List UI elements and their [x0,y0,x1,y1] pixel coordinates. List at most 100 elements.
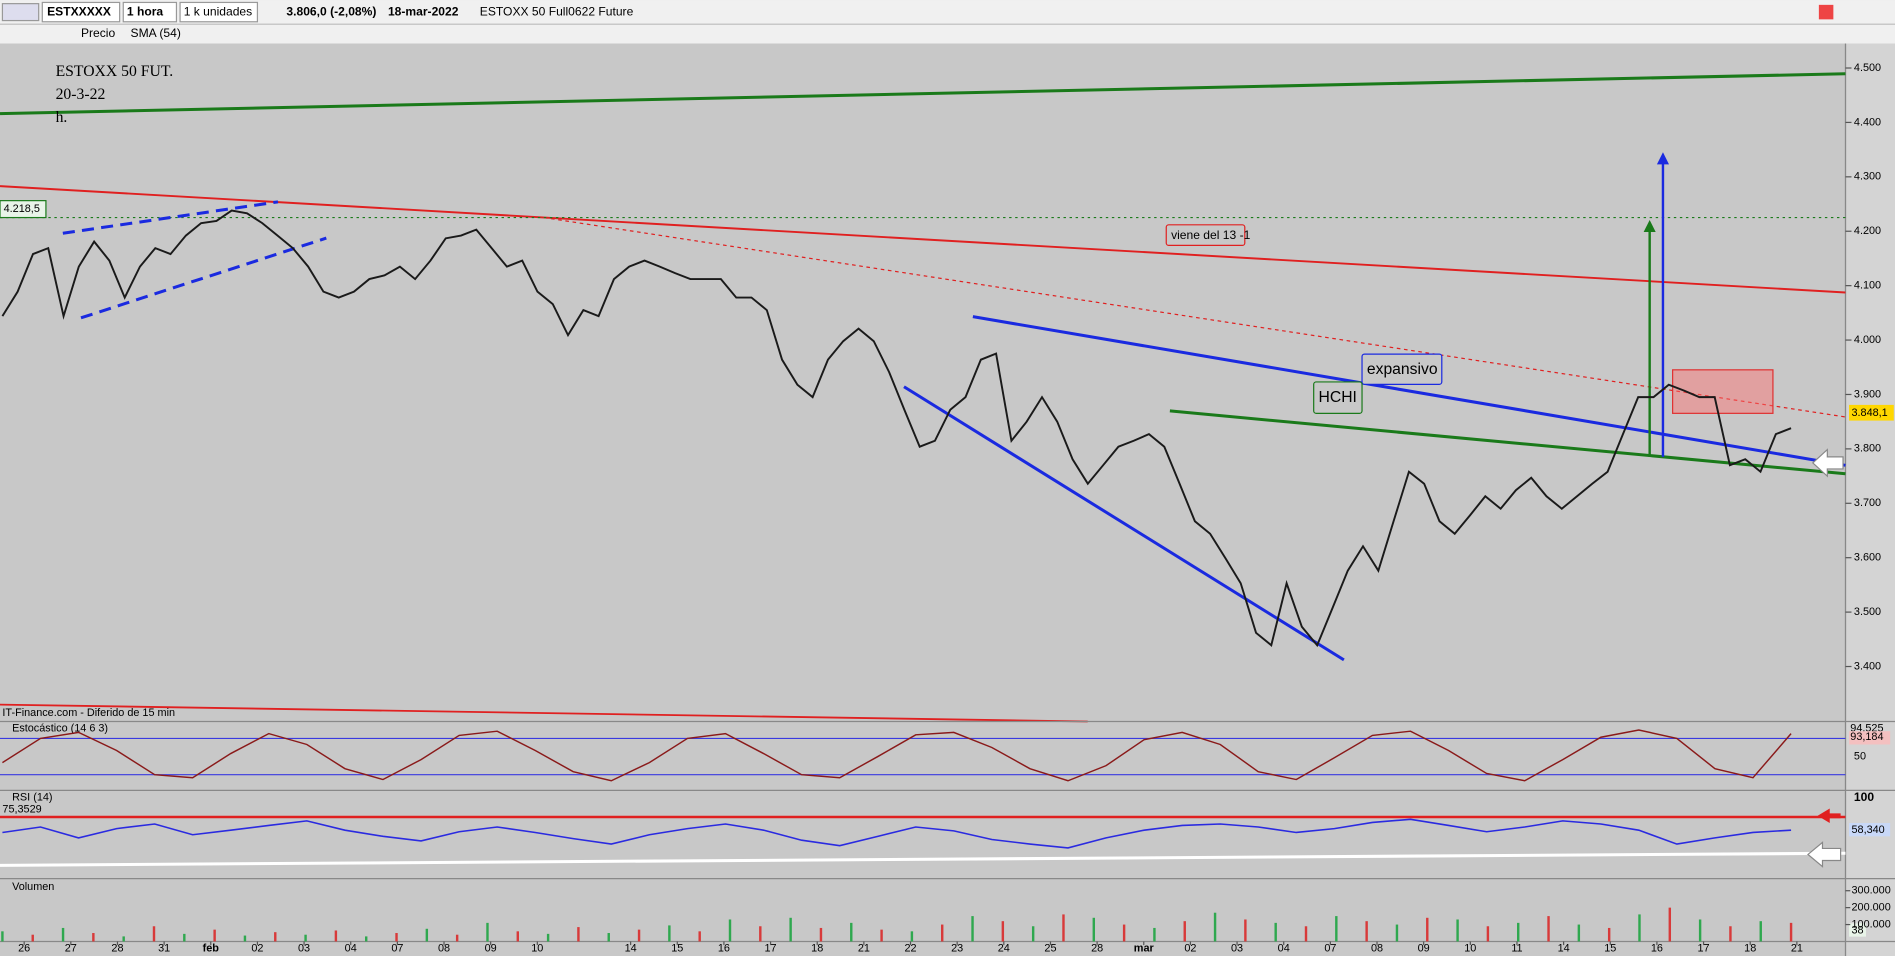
volume-bar [61,927,65,942]
volume-bar [607,933,610,942]
icon-button[interactable] [1,3,40,22]
x-tick-label: 09 [485,943,497,955]
interval-select[interactable] [122,1,178,23]
volume-bar [213,929,216,942]
x-tick-label: 25 [1044,943,1056,955]
volume-bar [1426,917,1429,942]
y-tick-label: 4.200 [1854,225,1881,237]
x-tick-label: 28 [1091,943,1103,955]
volume-bar [1456,919,1459,942]
price-marker-label: 4.218,5 [4,203,40,215]
volume-bar [1183,921,1186,942]
units-select[interactable] [179,1,259,23]
volume-bar [243,935,247,942]
toolbar [0,0,1895,44]
x-tick-label: 26 [18,943,30,955]
wedge-line [903,385,1345,662]
volume-bar [1517,922,1520,942]
volume-bar [698,931,701,942]
volume-bar [1001,921,1005,942]
volume-bar [334,930,338,942]
x-tick-label: 08 [438,943,450,955]
volume-bar [1668,907,1672,942]
y-tick-label: 3.900 [1854,388,1881,400]
volume-bar [274,932,277,942]
arrow-icon [1811,448,1844,478]
volume-bar [1213,912,1217,942]
x-tick-label: 11 [1511,943,1522,955]
volume-bar [1092,917,1096,942]
x-tick-label: mar [1134,943,1155,955]
annotation-box [1313,381,1363,414]
units: 1 k unidades [184,4,253,18]
y-tick-label: 50 [1854,750,1866,762]
wedge-line [972,315,1846,467]
volume-bar [910,931,914,942]
volume-bar [1486,926,1490,942]
indicator-value: 75,3529 [2,804,41,816]
symbol: ESTXXXXX [47,4,111,18]
date: 18-mar-2022 [388,4,459,18]
volume-bar [789,917,792,942]
indicator-value: 58,340 [1851,824,1884,836]
x-tick-label: 15 [1604,943,1616,955]
y-tick-label: 3.600 [1854,552,1881,564]
trend-line [543,216,1846,418]
volume-bar [183,933,186,942]
y-tick-label: 3.500 [1854,606,1881,618]
y-tick-label: 4.500 [1854,62,1881,74]
annotation: viene del 13 -1 [1171,228,1251,242]
channel-line [62,200,279,235]
volume-bar [1274,922,1277,942]
volume-bar [1365,921,1368,942]
x-tick-label: 10 [1464,943,1476,955]
channel-line [80,236,327,320]
panel-label: Estocástico (14 6 3) [12,723,108,735]
volume-bar [304,934,307,942]
x-tick-label: 16 [1651,943,1663,955]
arrow-head [1643,219,1656,233]
last-price: 3.806,0 (-2,08%) [286,4,376,18]
trend-line [0,185,1846,294]
volume-bar [1759,921,1762,942]
legend-sma: SMA (54) [131,26,181,40]
panel-label: Volumen [12,881,54,893]
x-tick-label: 09 [1418,943,1430,955]
volume-bar [1153,927,1156,942]
annotation: expansivo [1367,361,1438,378]
x-tick-label: 14 [1558,943,1570,955]
y-tick-label: 100.000 [1851,918,1890,930]
volume-bar [455,934,459,942]
rsi-line [2,818,1792,849]
annotation-box [1165,224,1246,246]
indicator-value: 93,184 [1850,731,1883,743]
volume-bar [365,936,368,942]
volume-bar [1577,924,1581,942]
volume-bar [486,922,489,942]
volume-bar [122,936,125,942]
x-tick-label: 16 [718,943,730,955]
x-tick-label: 02 [251,943,263,955]
x-tick-label: 03 [298,943,310,955]
volume-bar [92,933,95,942]
volume-bar [971,916,974,942]
stochastic-line [2,729,1792,782]
volume-bar [1698,919,1702,942]
symbol-select[interactable] [41,1,121,23]
x-tick-label: 07 [391,943,403,955]
legend-price: Precio [81,26,116,40]
note: h. [56,109,68,126]
trend-line [0,72,1846,116]
volume-bar [1638,914,1641,942]
volume-bar [1607,927,1611,942]
volume-bar [941,924,944,942]
range-box [1672,369,1774,414]
x-tick-label: 18 [811,943,823,955]
refresh-icon[interactable] [1818,4,1834,20]
volume-bar [1244,919,1247,942]
x-tick-label: feb [203,943,220,955]
volume-bar [425,928,429,942]
annotation-box [1361,353,1443,385]
volume-bar [1335,916,1338,942]
